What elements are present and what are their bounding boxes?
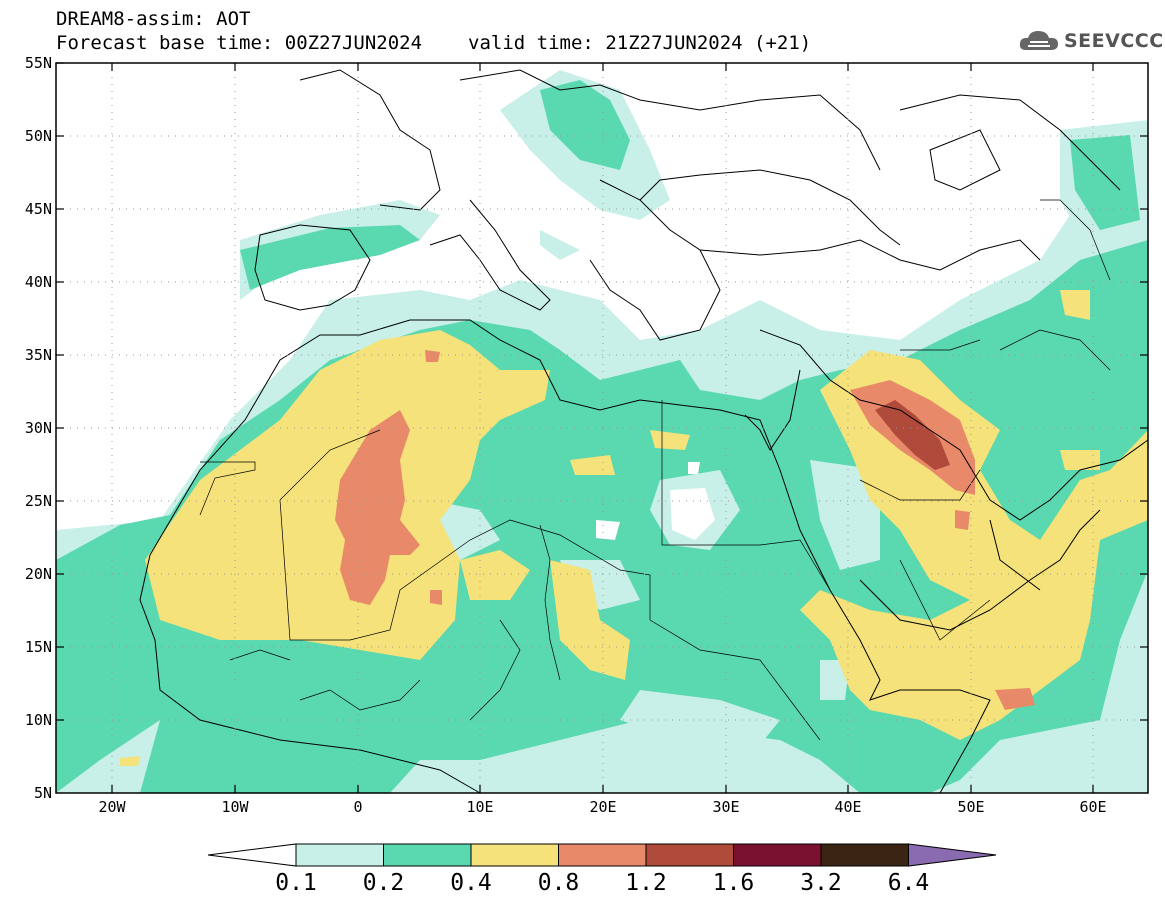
colorbar-label: 1.2: [625, 870, 667, 896]
lat-label: 45N: [24, 200, 52, 218]
colorbar-over-arrow: [908, 843, 997, 867]
lat-label: 50N: [24, 127, 52, 145]
lat-label: 55N: [24, 54, 52, 72]
colorbar-bin-3.2-6.4: [820, 843, 909, 867]
lon-label: 30E: [712, 798, 740, 816]
lon-label: 10E: [466, 798, 494, 816]
lat-label: 40N: [24, 273, 52, 291]
lon-label: 40E: [834, 798, 862, 816]
colorbar-bin-0.4-0.8: [470, 843, 559, 867]
lat-label: 30N: [24, 419, 52, 437]
lon-label: 60E: [1079, 798, 1107, 816]
seevccc-logo: SEEVCCC: [1018, 28, 1164, 54]
lat-label: 20N: [24, 565, 52, 583]
country-borders: [199, 199, 1111, 741]
colorbar-bin-0.2-0.4: [383, 843, 472, 867]
lat-label: 15N: [24, 638, 52, 656]
lon-label: 10W: [221, 798, 249, 816]
lon-label: 0: [353, 798, 363, 816]
colorbar-label: 0.1: [275, 870, 317, 896]
lat-label: 25N: [24, 492, 52, 510]
colorbar-bin-1.2-1.6: [645, 843, 734, 867]
lon-label: 20W: [98, 798, 126, 816]
colorbar-label: 1.6: [712, 870, 755, 896]
lat-label: 10N: [24, 711, 52, 729]
colorbar-label: 0.8: [537, 870, 580, 896]
forecast-base-time: Forecast base time: 00Z27JUN2024: [56, 32, 423, 54]
lat-label: 35N: [24, 346, 52, 364]
lon-label: 50E: [957, 798, 985, 816]
colorbar-label: 6.4: [887, 870, 930, 896]
tick-marks: [56, 62, 1148, 793]
graticule: [56, 63, 1148, 793]
title-line-1: DREAM8-assim: AOT: [56, 8, 251, 30]
cloud-icon: [1019, 31, 1058, 50]
colorbar-label: 0.4: [450, 870, 492, 896]
logo-text: SEEVCCC: [1064, 30, 1164, 52]
lat-label: 5N: [33, 784, 52, 802]
colorbar-bin-1.6-3.2: [733, 843, 822, 867]
colorbar-bin-0.8-1.2: [558, 843, 647, 867]
colorbar-bin-0.1-0.2: [295, 843, 384, 867]
title-line-2: Forecast base time: 00Z27JUN2024 valid ti…: [56, 32, 811, 54]
colorbar: [207, 843, 997, 867]
colorbar-under-arrow: [207, 843, 297, 867]
valid-time: valid time: 21Z27JUN2024 (+21): [468, 32, 812, 54]
coastlines: [139, 69, 1149, 794]
lon-label: 20E: [589, 798, 617, 816]
colorbar-label: 3.2: [800, 870, 842, 896]
colorbar-label: 0.2: [362, 870, 405, 896]
